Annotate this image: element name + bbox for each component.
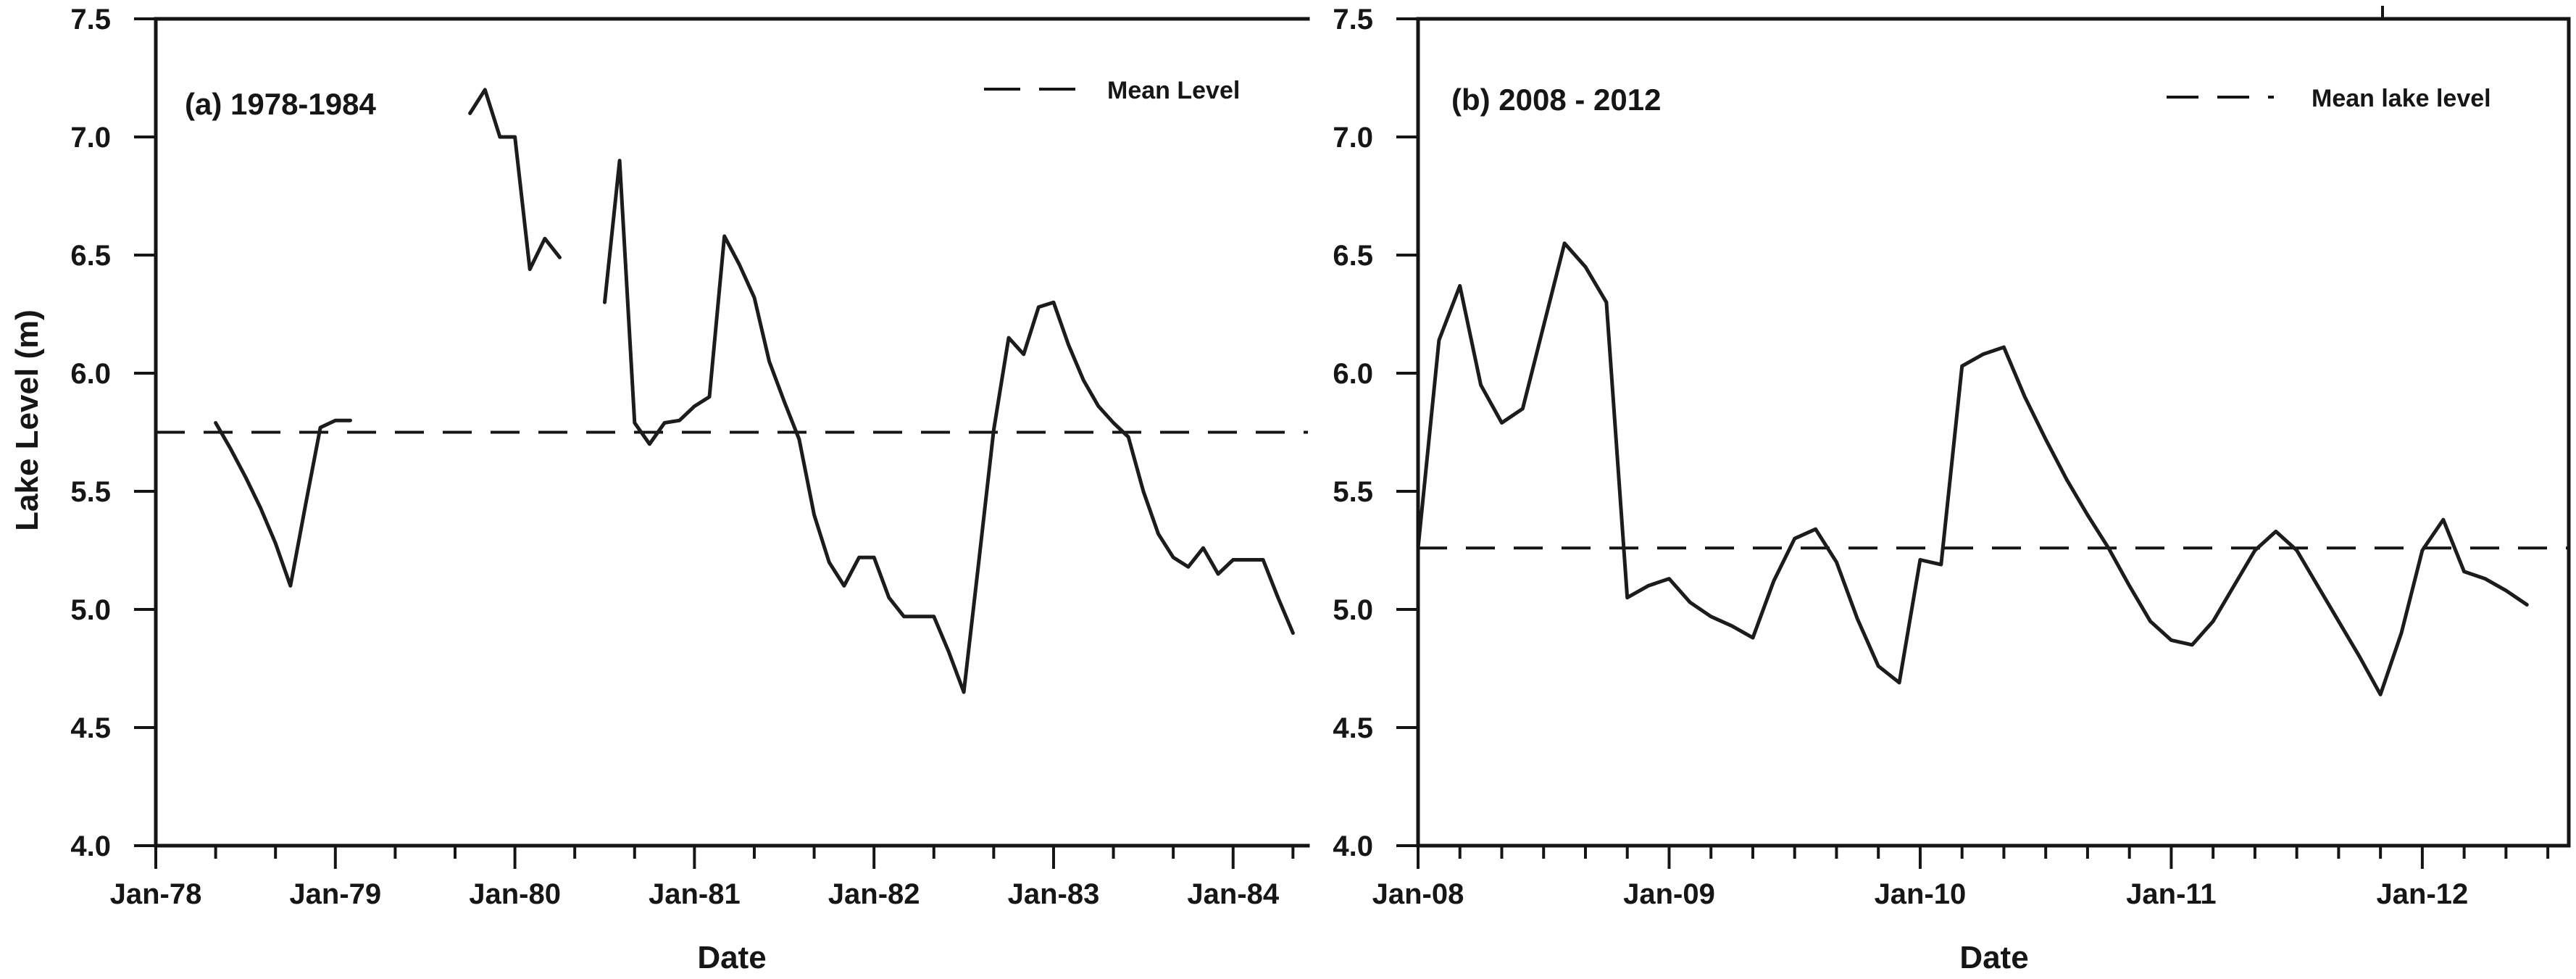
panel-a-title: (a) 1978-1984 <box>185 87 376 121</box>
legend-label-b: Mean lake level <box>2312 85 2491 112</box>
x-tick-label: Jan-82 <box>828 878 920 910</box>
legend-label-a: Mean Level <box>1107 77 1240 104</box>
x-axis-title-b: Date <box>1959 940 2028 975</box>
y-tick-label: 6.0 <box>1333 358 1373 390</box>
x-tick-label: Jan-10 <box>1875 878 1967 910</box>
lake-level-line <box>214 418 352 588</box>
lake-level-line <box>603 159 1295 694</box>
y-axis-title: Lake Level (m) <box>9 309 45 531</box>
legend-panel-b: Mean lake level <box>2167 85 2491 112</box>
x-tick-label: Jan-80 <box>469 878 561 910</box>
x-tick-label: Jan-84 <box>1187 878 1279 910</box>
y-tick-label: 7.5 <box>1333 4 1373 36</box>
x-tick-label: Jan-81 <box>649 878 741 910</box>
y-tick-label: 7.0 <box>70 122 111 154</box>
legend-panel-a: Mean Level <box>984 77 1240 104</box>
lake-level-line <box>1416 241 2529 696</box>
y-tick-label: 5.5 <box>70 476 111 508</box>
y-tick-label: 5.0 <box>70 594 111 626</box>
y-tick-label: 6.5 <box>1333 240 1373 272</box>
y-tick-label: 5.5 <box>1333 476 1373 508</box>
y-tick-label: 4.0 <box>1333 830 1373 862</box>
x-tick-label: Jan-09 <box>1623 878 1715 910</box>
x-tick-label: Jan-08 <box>1372 878 1464 910</box>
y-tick-label: 6.0 <box>70 358 111 390</box>
x-axis-title-a: Date <box>697 940 766 975</box>
y-tick-label: 4.0 <box>70 830 111 862</box>
y-tick-label: 7.5 <box>70 4 111 36</box>
y-tick-label: 4.5 <box>70 712 111 744</box>
x-tick-label: Jan-83 <box>1008 878 1100 910</box>
y-tick-label: 7.0 <box>1333 122 1373 154</box>
y-tick-label: 5.0 <box>1333 594 1373 626</box>
panel-b-title: (b) 2008 - 2012 <box>1451 83 1662 117</box>
x-tick-label: Jan-78 <box>110 878 202 910</box>
lake-level-line <box>468 88 562 272</box>
y-tick-label: 4.5 <box>1333 712 1373 744</box>
axis-spines <box>1416 17 2571 848</box>
x-tick-label: Jan-79 <box>289 878 381 910</box>
x-tick-label: Jan-12 <box>2377 878 2469 910</box>
panel-b: 4.0 4.5 5.0 5.5 6.0 6.5 7.0 7.5 Jan-08 Jan-09 Jan-… <box>1333 4 2571 910</box>
panel-a: 4.0 4.5 5.0 5.5 6.0 6.5 7.0 7.5 Jan-78 Jan-79 Jan-… <box>70 4 1310 910</box>
x-tick-label: Jan-11 <box>2126 878 2217 910</box>
y-tick-label: 6.5 <box>70 240 111 272</box>
